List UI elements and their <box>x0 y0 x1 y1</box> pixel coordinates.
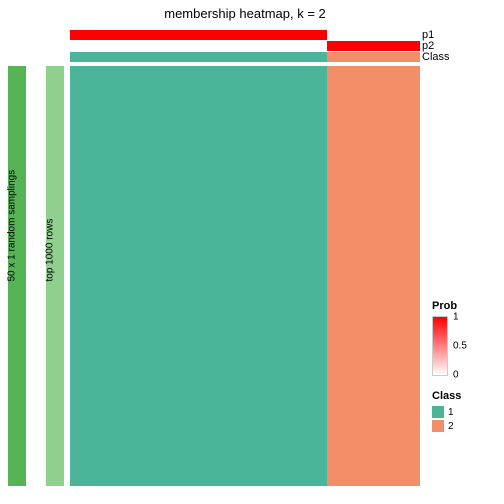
legend-prob-tick: 0.5 <box>453 341 467 352</box>
annotation-row <box>70 41 420 51</box>
annotation-segment <box>70 52 327 62</box>
rowlabel-samplings: 50 x 1 random samplings <box>7 266 18 282</box>
legend-class-title: Class <box>432 390 461 402</box>
annotation-row <box>70 30 420 40</box>
chart-title: membership heatmap, k = 2 <box>70 6 420 21</box>
legend-class-label: 1 <box>448 407 454 418</box>
legend-class-items: 12 <box>432 406 461 432</box>
legend: Prob10.50Class12 <box>432 300 461 432</box>
annotation-label: Class <box>422 51 450 63</box>
annotation-segment <box>327 30 420 40</box>
legend-prob-tick: 1 <box>453 312 459 323</box>
annotation-segment <box>327 41 420 51</box>
legend-class-swatch <box>432 406 444 418</box>
rowlabel-rows: top 1000 rows <box>45 266 56 282</box>
annotation-segment <box>70 41 327 51</box>
legend-prob-tick: 0 <box>453 370 459 381</box>
legend-class-swatch <box>432 420 444 432</box>
heatmap-segment <box>70 66 327 486</box>
annotation-segment <box>70 30 327 40</box>
legend-class-label: 2 <box>448 421 454 432</box>
annotation-row <box>70 52 420 62</box>
legend-prob-title: Prob <box>432 300 461 312</box>
heatmap-segment <box>327 66 420 486</box>
annotation-segment <box>327 52 420 62</box>
legend-prob-scale: 10.50 <box>432 316 448 376</box>
legend-class-item: 2 <box>432 420 461 432</box>
legend-class-item: 1 <box>432 406 461 418</box>
heatmap-body <box>70 66 420 486</box>
